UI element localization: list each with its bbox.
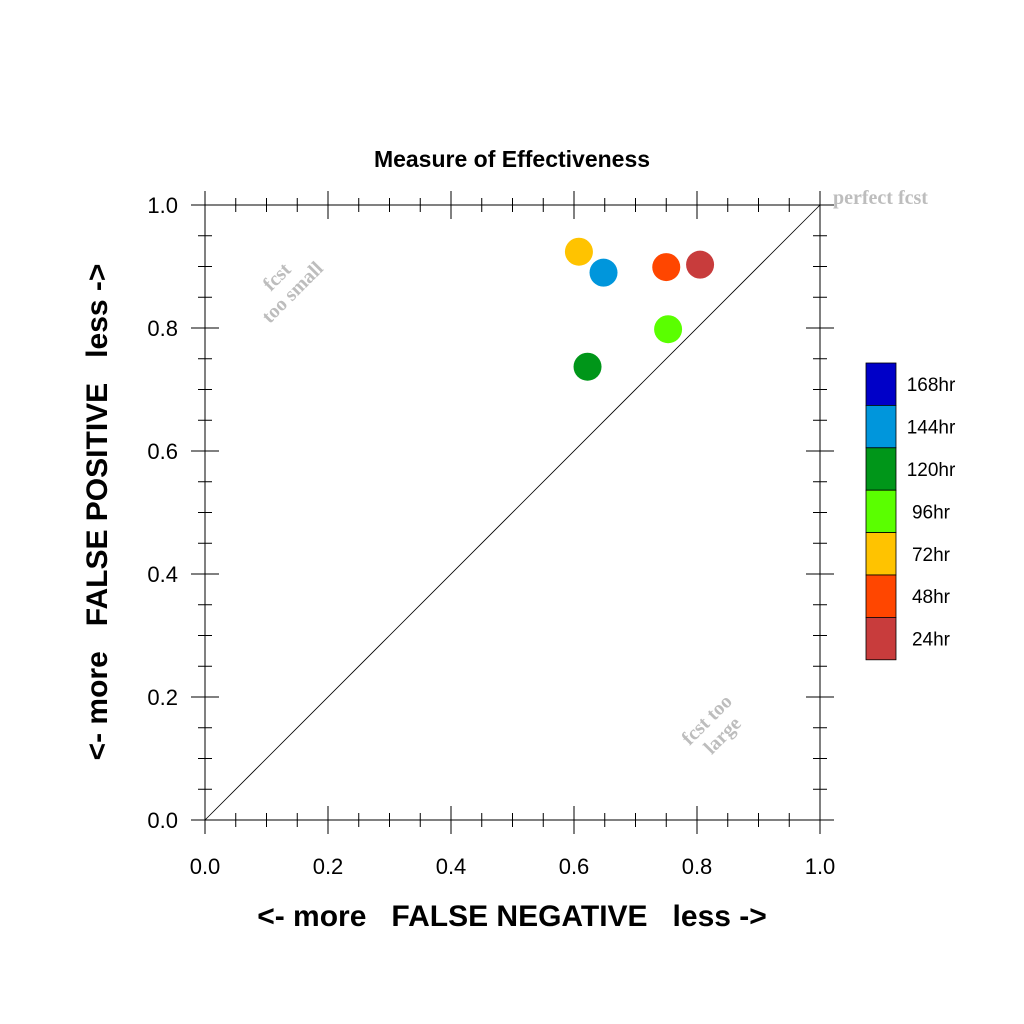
x-tick-label: 0.4: [436, 854, 467, 879]
point-96hr: [654, 315, 683, 344]
y-tick-label: 0.6: [147, 439, 178, 464]
x-tick-label: 0.2: [313, 854, 344, 879]
legend-swatch-144hr: [865, 404, 897, 449]
minor-ticks: [198, 198, 827, 827]
perfect-fcst-annotation: perfect fcst: [833, 187, 928, 209]
fcst-too-small-line-2: too small: [258, 257, 328, 327]
legend-swatch-72hr: [865, 532, 897, 576]
y-tick-label: 0.2: [147, 685, 178, 710]
legend-label-24hr: 24hr: [912, 630, 951, 651]
legend-label-72hr: 72hr: [912, 545, 951, 566]
point-48hr: [652, 253, 681, 282]
legend-label-144hr: 144hr: [907, 418, 956, 439]
legend-label-120hr: 120hr: [907, 460, 956, 481]
x-tick-label: 0.0: [190, 854, 221, 879]
y-tick-label: 0.4: [147, 562, 178, 587]
y-tick-label: 0.0: [147, 808, 178, 833]
point-72hr: [564, 237, 593, 266]
legend-swatch-168hr: [865, 362, 897, 406]
x-axis-title: <- more FALSE NEGATIVE less ->: [257, 900, 767, 933]
legend-swatch-48hr: [865, 574, 897, 618]
data-points: [564, 237, 715, 381]
legend-swatch-24hr: [865, 617, 897, 661]
x-tick-label: 0.8: [682, 854, 713, 879]
diagonal-line: [204, 204, 821, 821]
legend-label-48hr: 48hr: [912, 587, 951, 608]
y-tick-label: 1.0: [147, 193, 178, 218]
point-144hr: [589, 258, 618, 287]
y-tick-label: 0.8: [147, 316, 178, 341]
point-24hr: [686, 250, 715, 279]
y-axis-title: <- more FALSE POSITIVE less ->: [81, 264, 114, 761]
legend-swatch-96hr: [865, 489, 897, 534]
major-ticks: [191, 191, 834, 834]
legend: 168hr 144hr 120hr 96hr 72hr 48hr 24hr: [865, 362, 956, 661]
legend-swatch-120hr: [865, 447, 897, 491]
point-120hr: [573, 352, 602, 381]
chart-title: Measure of Effectiveness: [374, 146, 650, 172]
fcst-too-large-annotation: fcst too large: [678, 691, 746, 759]
legend-label-168hr: 168hr: [907, 375, 956, 396]
x-tick-label: 0.6: [559, 854, 590, 879]
legend-label-96hr: 96hr: [912, 502, 951, 523]
x-tick-labels: 0.0 0.2 0.4 0.6 0.8 1.0: [190, 854, 836, 879]
x-tick-label: 1.0: [805, 854, 836, 879]
fcst-too-small-annotation: fcst too small: [258, 257, 328, 327]
y-tick-labels: 0.0 0.2 0.4 0.6 0.8 1.0: [147, 193, 178, 833]
